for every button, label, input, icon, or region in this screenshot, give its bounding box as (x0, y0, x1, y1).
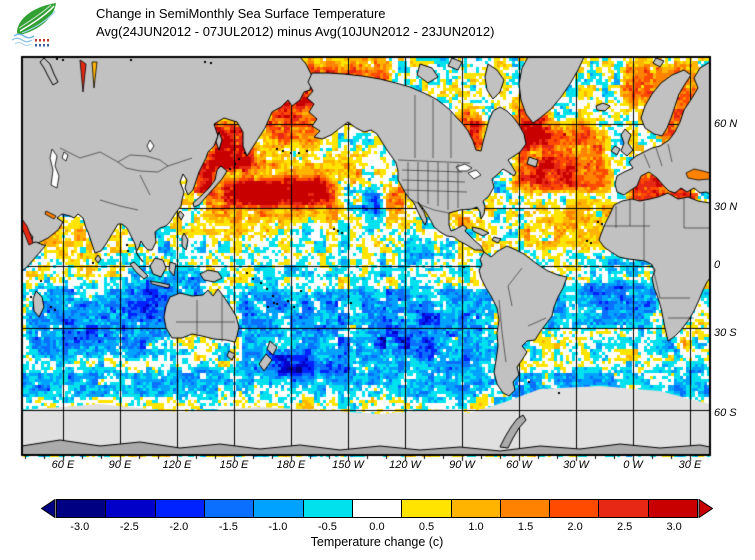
lon-label: 120 W (389, 459, 421, 471)
colorbar-tick-label: -1.5 (218, 521, 238, 533)
colorbar-segment (155, 500, 205, 517)
lon-label: 90 W (449, 459, 475, 471)
lat-label: 30 N (714, 201, 738, 213)
lat-label: 0 (714, 259, 721, 271)
lon-label: 30 W (563, 459, 589, 471)
colorbar-segment (254, 500, 304, 517)
leaf-icon (16, 3, 56, 35)
plot-subtitle: Avg(24JUN2012 - 07JUL2012) minus Avg(10J… (96, 24, 495, 39)
logo-caption-marks (35, 39, 49, 47)
colorbar-tick-label: -2.0 (169, 521, 189, 533)
colorbar-segment (550, 500, 600, 517)
waves-icon (11, 33, 35, 46)
lon-label: 180 E (276, 459, 306, 471)
colorbar-segment (599, 500, 649, 517)
lon-label: 60 E (51, 459, 75, 471)
colorbar-tick-label: -1.0 (268, 521, 288, 533)
colorbar-tick-label: 3.0 (666, 521, 682, 533)
colorbar-left-arrow-icon (41, 499, 56, 518)
lon-label: 120 E (162, 459, 192, 471)
lon-label: 90 E (108, 459, 132, 471)
colorbar (41, 499, 713, 518)
colorbar-segment (451, 500, 501, 517)
colorbar-segment (57, 500, 107, 517)
plot-title: Change in SemiMonthly Sea Surface Temper… (96, 6, 386, 21)
colorbar-segment (106, 500, 156, 517)
colorbar-tick-label: 0.0 (369, 521, 385, 533)
colorbar-segment (648, 500, 698, 517)
lon-label: 30 E (678, 459, 702, 471)
colorbar-tick-label: 2.0 (567, 521, 583, 533)
colorbar-title: Temperature change (c) (310, 535, 444, 549)
colorbar-tick-label: 2.5 (616, 521, 633, 533)
colorbar-tick-label: 1.0 (468, 521, 484, 533)
agency-logo (11, 3, 56, 47)
colorbar-tick-label: 0.5 (418, 521, 435, 533)
colorbar-tick-label: -3.0 (70, 521, 90, 533)
colorbar-segment (500, 500, 551, 517)
lon-label: 60 W (506, 459, 532, 471)
colorbar-segment (352, 500, 403, 517)
colorbar-segment (303, 500, 353, 517)
colorbar-cells (56, 499, 698, 518)
lon-label: 150 E (219, 459, 249, 471)
colorbar-segment (204, 500, 255, 517)
colorbar-right-arrow-icon (698, 499, 713, 518)
colorbar-tick-label: -2.5 (119, 521, 139, 533)
lat-label: 30 S (714, 327, 737, 339)
lat-label: 60 S (714, 407, 737, 419)
colorbar-tick-label: 1.5 (517, 521, 534, 533)
lon-label: 0 W (623, 459, 643, 471)
lon-label: 150 W (332, 459, 364, 471)
lat-label: 60 N (714, 118, 738, 130)
colorbar-tick-labels: -3.0 -2.5 -2.0 -1.5 -1.0 -0.5 0.0 0.5 1.0 1.5 2.0 2… (55, 521, 699, 533)
colorbar-tick-label: -0.5 (317, 521, 337, 533)
colorbar-segment (402, 500, 452, 517)
